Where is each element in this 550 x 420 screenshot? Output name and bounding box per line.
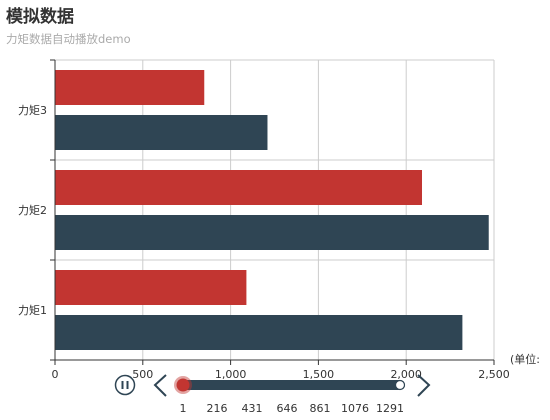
x-tick-label: 500 xyxy=(132,368,153,381)
bar[interactable] xyxy=(55,70,205,105)
timeline-tick-label[interactable]: 1291 xyxy=(376,402,404,415)
pause-button[interactable] xyxy=(114,374,136,396)
x-tick-label: 0 xyxy=(52,368,59,381)
timeline-handle[interactable] xyxy=(176,378,190,392)
pause-bar xyxy=(121,381,124,389)
y-tick-label: 力矩1 xyxy=(18,304,47,317)
timeline: 1 216 431 646 861 1076 1291 xyxy=(114,374,431,415)
chart-subtitle: 力矩数据自动播放demo xyxy=(6,32,131,46)
bar[interactable] xyxy=(55,270,247,305)
x-tick-label: 2,000 xyxy=(390,368,422,381)
pause-icon xyxy=(114,374,136,396)
bar[interactable] xyxy=(55,215,489,250)
chevron-left-icon[interactable] xyxy=(153,374,167,397)
timeline-end-point[interactable] xyxy=(394,379,406,391)
grid-lines xyxy=(55,59,495,360)
bar[interactable] xyxy=(55,115,268,150)
bar[interactable] xyxy=(55,315,463,350)
y-tick-label: 力矩2 xyxy=(18,204,47,217)
x-tick-label: 1,500 xyxy=(303,368,335,381)
timeline-tick-label[interactable]: 431 xyxy=(242,402,263,415)
timeline-tick-label[interactable]: 216 xyxy=(207,402,228,415)
y-tick-label: 力矩3 xyxy=(18,104,47,117)
x-tick-label: 1,000 xyxy=(215,368,247,381)
x-tick-label: 2,500 xyxy=(478,368,510,381)
timeline-tick-label[interactable]: 1076 xyxy=(341,402,369,415)
pause-bar xyxy=(126,381,129,389)
axes: 0 500 1,000 1,500 2,000 2,500(单位: 力矩1 力矩2 力矩3 xyxy=(18,59,540,381)
timeline-tick-label[interactable]: 646 xyxy=(277,402,298,415)
bars xyxy=(55,70,489,350)
timeline-tick-label[interactable]: 861 xyxy=(310,402,331,415)
chart-title: 模拟数据 xyxy=(6,7,74,27)
x-unit-label: (单位: xyxy=(510,352,540,366)
timeline-tick-label[interactable]: 1 xyxy=(180,402,187,415)
bar[interactable] xyxy=(55,170,423,205)
chevron-right-icon[interactable] xyxy=(417,374,431,397)
